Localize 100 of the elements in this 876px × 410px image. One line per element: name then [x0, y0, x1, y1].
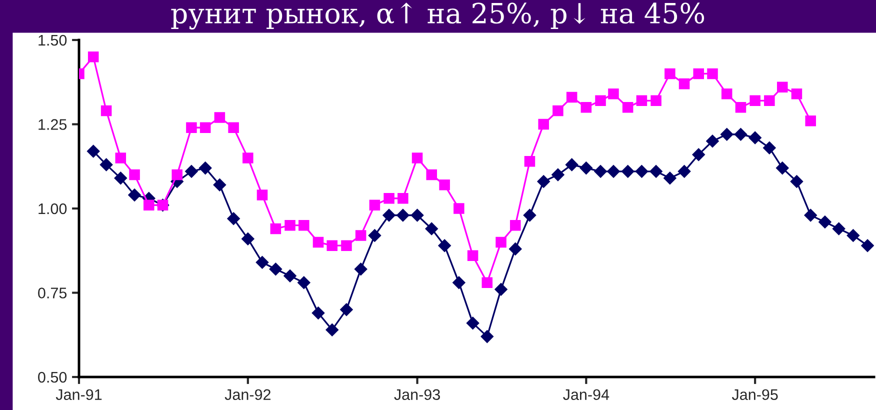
point: [804, 208, 818, 222]
x-tick-label: Jan-92: [224, 389, 270, 400]
y-tick-label: 0.75: [38, 288, 67, 298]
point: [621, 165, 634, 178]
y-tick-label: 1.50: [38, 34, 67, 46]
point: [384, 193, 394, 204]
point: [748, 131, 762, 144]
point: [227, 212, 240, 226]
point: [467, 250, 478, 262]
point: [88, 51, 99, 62]
x-tick-label: Jan-93: [394, 389, 440, 400]
point: [692, 148, 706, 161]
point: [186, 122, 197, 133]
point: [297, 276, 310, 290]
point: [185, 165, 198, 178]
point: [565, 158, 578, 172]
y-tick-label: 0.50: [38, 372, 67, 383]
point: [580, 162, 593, 174]
point: [537, 175, 550, 188]
point: [198, 162, 212, 174]
point: [552, 105, 564, 116]
point: [256, 190, 268, 200]
point: [269, 262, 282, 276]
y-tick-label: 1.00: [38, 203, 67, 214]
point: [496, 236, 506, 248]
chart-title: рунит рынок, α↑ на 25%, p↓ на 45%: [171, 2, 704, 30]
point: [776, 162, 789, 174]
point: [100, 158, 113, 172]
point: [115, 152, 126, 164]
point: [482, 277, 493, 288]
point: [764, 95, 775, 106]
point: [861, 239, 874, 252]
point: [228, 122, 239, 133]
point: [369, 200, 380, 211]
point: [326, 240, 338, 251]
point: [200, 122, 211, 133]
point: [607, 165, 620, 178]
x-tick-label: Jan-95: [732, 389, 778, 400]
point: [706, 134, 719, 148]
x-tick-label: Jan-91: [56, 389, 102, 400]
point: [398, 193, 408, 204]
point: [114, 172, 128, 185]
point: [750, 95, 760, 106]
point: [298, 220, 310, 231]
point: [270, 223, 282, 234]
point: [846, 229, 860, 242]
point: [213, 178, 226, 192]
point: [452, 276, 466, 290]
point: [368, 229, 382, 242]
point: [664, 68, 676, 80]
point: [396, 208, 410, 222]
point: [538, 118, 549, 130]
point: [466, 316, 480, 330]
point: [412, 152, 423, 164]
point: [143, 200, 154, 211]
point: [410, 208, 424, 222]
point: [86, 144, 100, 158]
point: [721, 88, 732, 100]
point: [595, 95, 606, 106]
point: [650, 95, 662, 106]
point: [566, 92, 578, 103]
point: [693, 68, 704, 80]
point: [608, 88, 619, 100]
point: [438, 239, 451, 252]
point: [664, 172, 676, 185]
point: [382, 208, 396, 222]
x-tick-label: Jan-94: [563, 389, 610, 400]
point: [552, 168, 564, 182]
point: [340, 303, 353, 316]
point: [354, 262, 368, 276]
point: [622, 102, 634, 113]
point: [241, 232, 254, 246]
point: [650, 165, 662, 178]
point: [790, 175, 804, 188]
point: [326, 323, 339, 336]
point: [791, 88, 802, 100]
point: [100, 105, 112, 116]
point: [707, 68, 718, 80]
point: [494, 282, 508, 296]
point: [635, 165, 648, 178]
point: [312, 306, 325, 320]
point: [636, 95, 648, 106]
point: [284, 220, 296, 231]
point: [214, 112, 226, 123]
y-tick-label: 1.25: [38, 119, 67, 130]
point: [805, 116, 816, 126]
point: [580, 102, 592, 113]
point: [425, 222, 438, 236]
point: [594, 165, 607, 178]
point: [510, 220, 521, 231]
point: [312, 236, 324, 248]
point: [355, 230, 366, 241]
point: [508, 242, 522, 256]
point: [776, 82, 788, 93]
point: [524, 156, 536, 167]
point: [172, 169, 182, 180]
point: [454, 203, 464, 214]
point: [341, 240, 352, 251]
point: [734, 128, 748, 141]
point: [678, 165, 691, 178]
